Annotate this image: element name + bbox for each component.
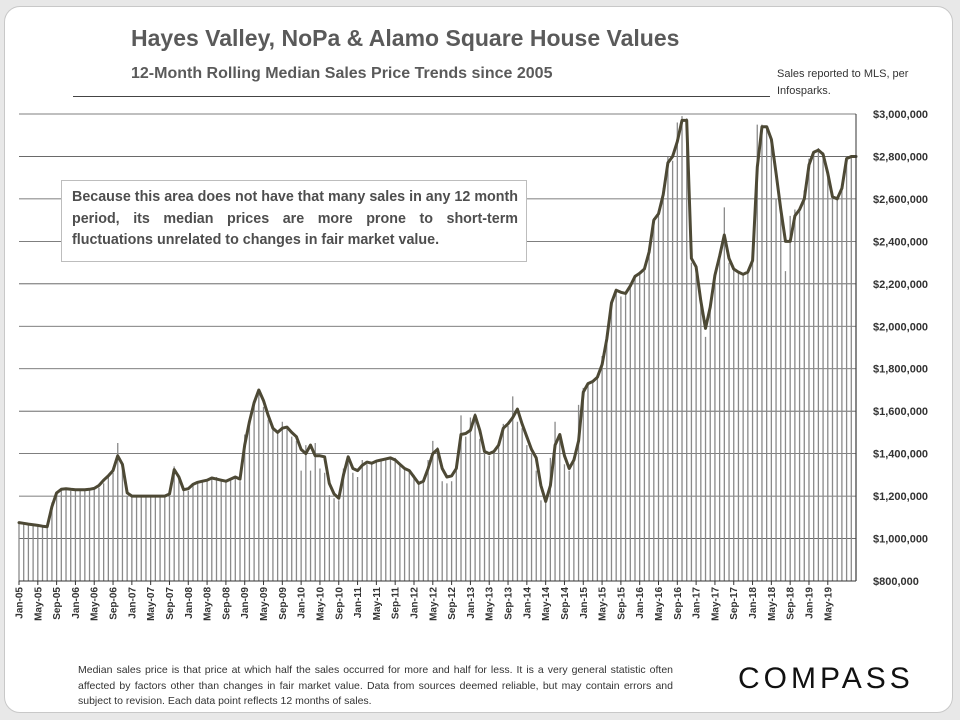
y-tick-label: $3,000,000 bbox=[873, 109, 928, 121]
x-tick-label: May-07 bbox=[146, 587, 157, 621]
x-tick-label: Sep-17 bbox=[729, 587, 740, 620]
x-tick-label: Jan-15 bbox=[579, 587, 590, 619]
x-tick-label: May-16 bbox=[654, 587, 665, 621]
y-tick-label: $1,000,000 bbox=[873, 534, 928, 546]
chart-card: Hayes Valley, NoPa & Alamo Square House … bbox=[4, 6, 953, 713]
y-tick-label: $1,200,000 bbox=[873, 491, 928, 503]
x-tick-label: Sep-07 bbox=[165, 587, 176, 620]
x-tick-label: Jan-07 bbox=[127, 587, 138, 619]
x-tick-label: Jan-05 bbox=[15, 587, 26, 619]
x-tick-label: Sep-10 bbox=[334, 587, 345, 620]
x-tick-label: Jan-19 bbox=[805, 587, 816, 619]
source-note: Sales reported to MLS, per Infosparks. bbox=[777, 68, 909, 97]
x-tick-label: Jan-10 bbox=[297, 587, 308, 619]
header-rule bbox=[73, 96, 770, 97]
x-tick-label: Jan-17 bbox=[692, 587, 703, 619]
x-tick-label: May-17 bbox=[710, 587, 721, 621]
footnote: Median sales price is that price at whic… bbox=[78, 664, 673, 708]
x-tick-label: May-14 bbox=[541, 587, 552, 621]
y-tick-label: $2,000,000 bbox=[873, 321, 928, 333]
x-tick-label: May-06 bbox=[90, 587, 101, 621]
x-tick-label: May-08 bbox=[203, 587, 214, 621]
y-tick-label: $1,800,000 bbox=[873, 364, 928, 376]
x-tick-label: May-13 bbox=[485, 587, 496, 621]
x-tick-label: Jan-13 bbox=[466, 587, 477, 619]
x-tick-label: May-10 bbox=[315, 587, 326, 621]
x-tick-label: Sep-12 bbox=[447, 587, 458, 620]
x-tick-label: Sep-05 bbox=[52, 587, 63, 620]
series-line-rolling-median bbox=[17, 118, 858, 529]
x-tick-label: Sep-09 bbox=[278, 587, 289, 620]
chart-title: Hayes Valley, NoPa & Alamo Square House … bbox=[131, 25, 680, 51]
x-tick-label: Sep-18 bbox=[786, 587, 797, 620]
x-tick-label: Sep-16 bbox=[673, 587, 684, 620]
x-tick-label: Jan-14 bbox=[522, 587, 533, 619]
x-tick-label: May-18 bbox=[767, 587, 778, 621]
x-tick-label: Sep-15 bbox=[616, 587, 627, 620]
x-tick-label: May-11 bbox=[372, 587, 383, 621]
x-tick-label: May-15 bbox=[598, 587, 609, 621]
callout-box: Because this area does not have that man… bbox=[61, 180, 527, 262]
x-tick-label: Jan-11 bbox=[353, 587, 364, 619]
x-tick-label: May-05 bbox=[33, 587, 44, 621]
x-tick-label: Sep-14 bbox=[560, 587, 571, 620]
x-tick-label: Sep-08 bbox=[221, 587, 232, 620]
y-tick-label: $2,400,000 bbox=[873, 236, 928, 248]
x-tick-label: Jan-09 bbox=[240, 587, 251, 619]
x-tick-label: Jan-12 bbox=[410, 587, 421, 619]
y-tick-label: $2,200,000 bbox=[873, 279, 928, 291]
x-tick-label: May-09 bbox=[259, 587, 270, 621]
y-tick-label: $2,800,000 bbox=[873, 151, 928, 163]
chart-area: $800,000 $1,000,000 $1,200,000 $1,400,000 $1… bbox=[15, 109, 929, 621]
y-tick-label: $2,600,000 bbox=[873, 194, 928, 206]
x-tick-label: Sep-06 bbox=[109, 587, 120, 620]
x-tick-label: Sep-11 bbox=[391, 587, 402, 620]
x-tick-label: Jan-16 bbox=[635, 587, 646, 619]
y-tick-label: $1,400,000 bbox=[873, 449, 928, 461]
x-tick-label: Jan-08 bbox=[184, 587, 195, 619]
y-tick-label: $1,600,000 bbox=[873, 406, 928, 418]
x-tick-label: May-12 bbox=[428, 587, 439, 621]
y-tick-label: $800,000 bbox=[873, 576, 919, 588]
x-tick-label: Jan-18 bbox=[748, 587, 759, 619]
x-tick-label: May-19 bbox=[823, 587, 834, 621]
chart-subtitle: 12-Month Rolling Median Sales Price Tren… bbox=[131, 65, 553, 82]
x-tick-label: Sep-13 bbox=[504, 587, 515, 620]
compass-logo: COMPASS bbox=[738, 662, 914, 695]
x-tick-label: Jan-06 bbox=[71, 587, 82, 619]
